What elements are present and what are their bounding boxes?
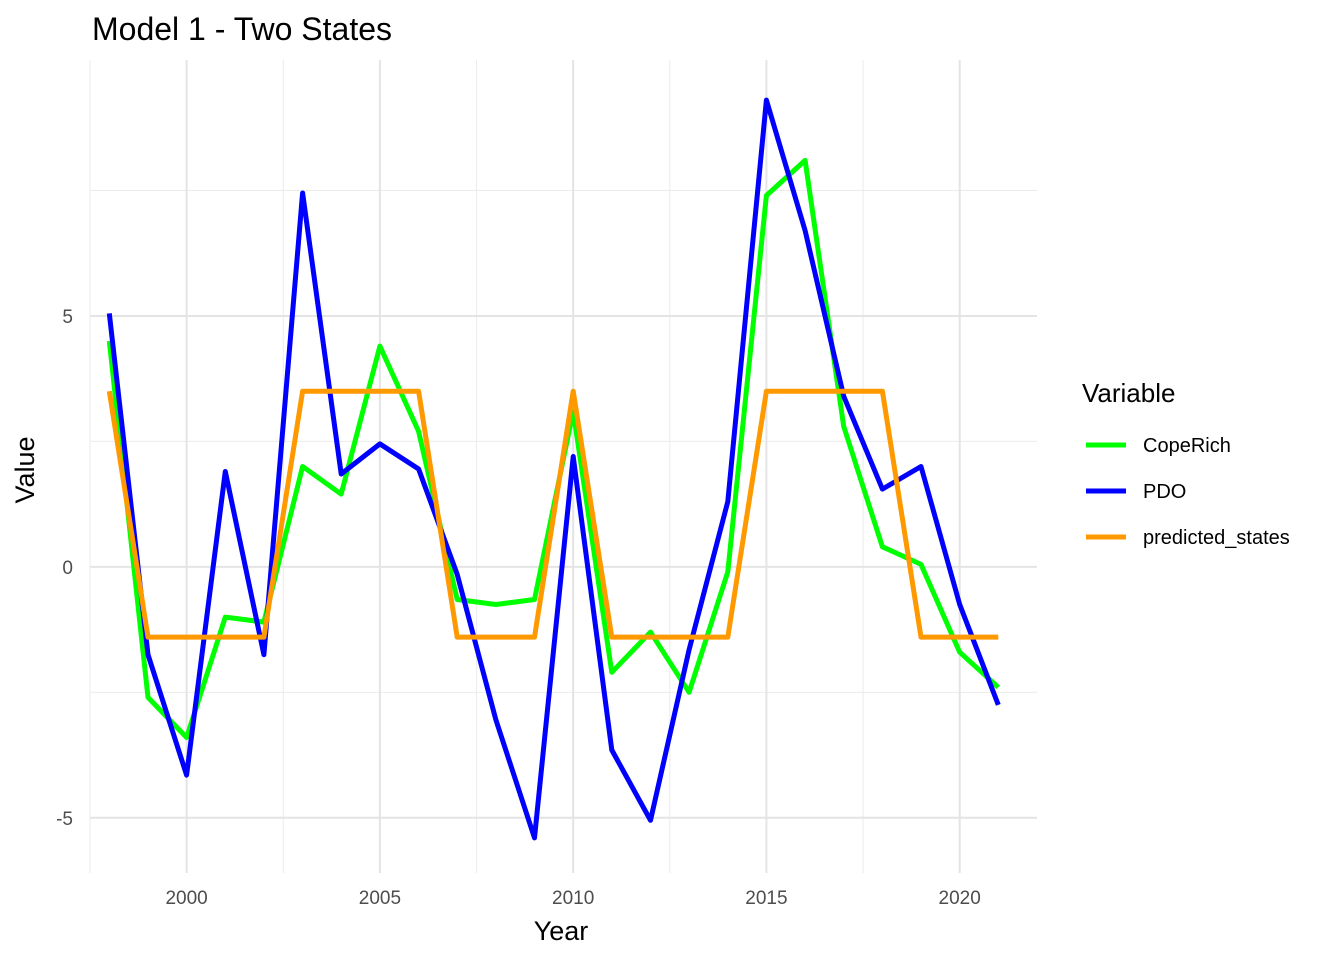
axis-ticks: 2000 2005 2010 2015 2020 -5 0 5 — [56, 307, 981, 909]
y-tick-label: 0 — [62, 558, 73, 579]
x-tick-label: 2010 — [552, 888, 594, 909]
series-lines — [106, 97, 1001, 841]
x-tick-label: 2000 — [165, 888, 207, 909]
x-tick-label: 2020 — [939, 888, 981, 909]
legend: Variable CopeRich PDO predicted_states — [1082, 378, 1290, 549]
x-axis-title: Year — [534, 916, 589, 946]
y-tick-label: -5 — [56, 809, 73, 830]
legend-label-coperich: CopeRich — [1143, 435, 1231, 457]
legend-label-pdo: PDO — [1143, 481, 1186, 503]
series-line-predicted-states — [106, 388, 999, 640]
chart-title: Model 1 - Two States — [92, 11, 392, 47]
series-line-pdo — [106, 97, 1001, 841]
x-tick-label: 2005 — [359, 888, 401, 909]
y-tick-label: 5 — [62, 307, 73, 328]
legend-title: Variable — [1082, 378, 1175, 408]
x-tick-label: 2015 — [745, 888, 787, 909]
y-axis-title: Value — [10, 436, 40, 503]
legend-label-predicted-states: predicted_states — [1143, 527, 1290, 549]
